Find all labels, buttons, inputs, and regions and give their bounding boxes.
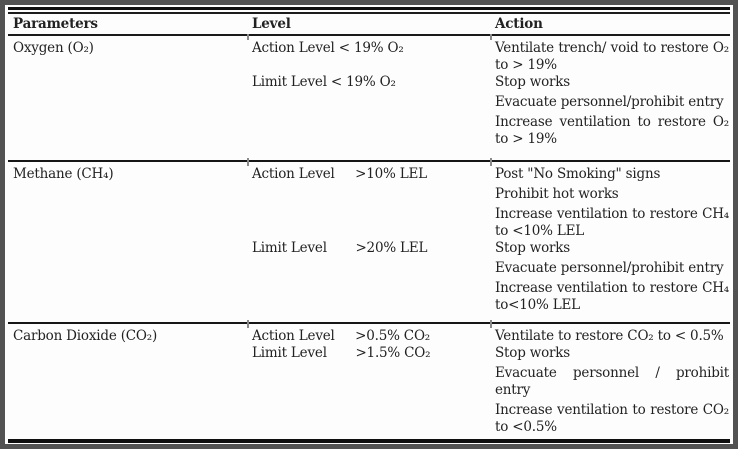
action-text: Stop works — [495, 240, 570, 256]
header-underline-rule — [8, 34, 730, 40]
action-cell: Stop works Evacuate personnel/prohibit en… — [490, 74, 730, 148]
table-row: Action Level >10% LEL Post "No Smoking" s… — [247, 166, 730, 240]
section-subrows: Action Level >0.5% CO₂ Ventilate to resto… — [247, 328, 730, 436]
table-section: Methane (CH₄) Action Level >10% LEL Post "… — [8, 158, 730, 322]
action-text: Stop works — [495, 345, 570, 361]
table-row: Limit Level >1.5% CO₂ Stop works Evacuate … — [247, 345, 730, 436]
action-cell: Stop works Evacuate personnel / prohibit … — [490, 345, 730, 436]
section-subrows: Action Level < 19% O₂ Ventilate trench/ v… — [247, 40, 730, 148]
action-text: Post "No Smoking" signs — [495, 166, 661, 182]
table-header-row: Parameters Level Action — [8, 14, 730, 34]
table-row: Action Level < 19% O₂ Ventilate trench/ v… — [247, 40, 730, 74]
table-section: Carbon Dioxide (CO₂) Action Level >0.5% C… — [8, 320, 730, 438]
level-cell: Limit Level < 19% O₂ — [252, 74, 396, 90]
table-top-rule-thick — [8, 7, 730, 10]
parameter-cell: Carbon Dioxide (CO₂) — [13, 328, 158, 344]
action-cell: Stop works Evacuate personnel/prohibit en… — [490, 240, 730, 314]
column-header-parameters: Parameters — [13, 16, 98, 32]
table-row: Limit Level < 19% O₂ Stop works Evacuate p… — [247, 74, 730, 148]
table-bottom-rule — [8, 439, 730, 443]
action-cell: Ventilate to restore CO₂ to < 0.5% — [490, 328, 730, 345]
table-top-rule-thin — [8, 12, 730, 14]
action-text: Increase ventilation to restore CH₄ to <… — [495, 206, 729, 239]
column-header-level: Level — [252, 16, 291, 32]
level-cell: Action Level >10% LEL — [252, 166, 427, 182]
action-text: Increase ventilation to restore CH₄ to<1… — [495, 280, 729, 313]
section-subrows: Action Level >10% LEL Post "No Smoking" s… — [247, 166, 730, 314]
action-text: Evacuate personnel / prohibit entry — [495, 365, 729, 398]
action-cell: Ventilate trench/ void to restore O₂ to … — [490, 40, 730, 74]
level-cell: Limit Level >1.5% CO₂ — [252, 345, 431, 361]
action-text: Evacuate personnel/prohibit entry — [495, 94, 724, 110]
table-body: Oxygen (O₂) Action Level < 19% O₂ Ventilat… — [8, 36, 730, 438]
column-header-action: Action — [495, 16, 543, 32]
action-text: Ventilate trench/ void to restore O₂ to … — [495, 40, 729, 73]
action-text: Increase ventilation to restore O₂ to > … — [495, 114, 729, 147]
parameters-level-action-table: Parameters Level Action Oxygen (O₂) Actio… — [8, 7, 730, 443]
parameter-cell: Methane (CH₄) — [13, 166, 114, 182]
level-cell: Action Level < 19% O₂ — [252, 40, 404, 56]
action-text: Stop works — [495, 74, 570, 90]
action-text: Evacuate personnel/prohibit entry — [495, 260, 724, 276]
action-text: Ventilate to restore CO₂ to < 0.5% — [495, 328, 724, 344]
action-text: Prohibit hot works — [495, 186, 619, 202]
table-row: Action Level >0.5% CO₂ Ventilate to resto… — [247, 328, 730, 345]
action-cell: Post "No Smoking" signs Prohibit hot work… — [490, 166, 730, 240]
action-text: Increase ventilation to restore CO₂ to <… — [495, 402, 729, 435]
parameter-cell: Oxygen (O₂) — [13, 40, 94, 56]
table-section: Oxygen (O₂) Action Level < 19% O₂ Ventilat… — [8, 36, 730, 160]
level-cell: Limit Level >20% LEL — [252, 240, 428, 256]
table-row: Limit Level >20% LEL Stop works Evacuate p… — [247, 240, 730, 314]
level-cell: Action Level >0.5% CO₂ — [252, 328, 431, 344]
